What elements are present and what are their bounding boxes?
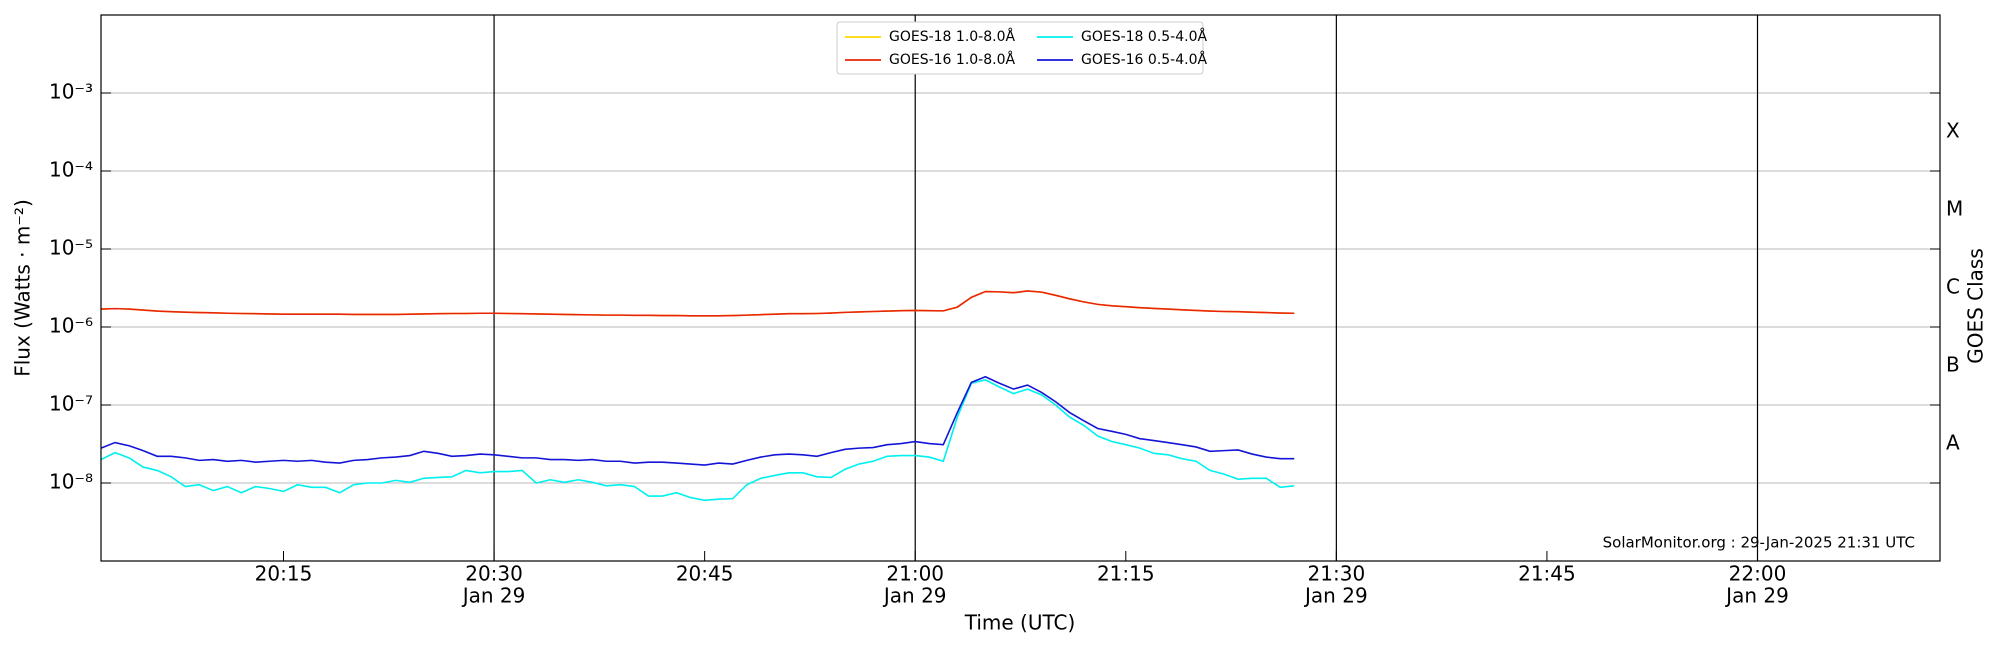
plot-frame [100, 14, 1941, 562]
legend-label: GOES-16 0.5-4.0Å [1081, 51, 1207, 68]
legend: GOES-18 1.0-8.0Å GOES-16 1.0-8.0Å GOES-18 … [836, 21, 1207, 75]
series-line [100, 375, 1295, 466]
x-tick-label: 21:30 [1308, 562, 1366, 586]
y2-tick-label: X [1946, 119, 1960, 143]
y2-tick-label: A [1946, 431, 1960, 455]
y-tick-label: 10⁻⁵ [49, 236, 93, 260]
legend-box [836, 21, 1204, 75]
y-tick-label: 10⁻³ [49, 80, 93, 104]
y2-axis-label: GOES Class [1964, 248, 1988, 364]
x-tick-label: 20:15 [255, 562, 313, 586]
x-tick-label: 21:00 [886, 562, 944, 586]
y2-tick-label: B [1946, 353, 1960, 377]
annotation: SolarMonitor.org : 29-Jan-2025 21:31 UTC [1603, 534, 1915, 552]
x-tick-sublabel: Jan 29 [461, 584, 526, 608]
x-tick-label: 21:15 [1097, 562, 1155, 586]
x-tick-sublabel: Jan 29 [1303, 584, 1368, 608]
x-axis-label: Time (UTC) [964, 611, 1076, 635]
x-tick-sublabel: Jan 29 [1724, 584, 1789, 608]
y-tick-label: 10⁻⁷ [49, 392, 93, 416]
legend-label: GOES-18 1.0-8.0Å [889, 28, 1015, 45]
y-tick-label: 10⁻⁸ [49, 470, 93, 494]
series-line [100, 379, 1295, 502]
y-axis-label: Flux (Watts · m⁻²) [11, 199, 35, 377]
y2-tick-label: M [1946, 197, 1963, 221]
x-tick-label: 21:45 [1518, 562, 1576, 586]
x-tick-label: 20:30 [465, 562, 523, 586]
series-line [100, 290, 1295, 317]
x-tick-label: 20:45 [676, 562, 734, 586]
y-tick-label: 10⁻⁶ [49, 314, 93, 338]
x-tick-label: 22:00 [1729, 562, 1787, 586]
x-tick-sublabel: Jan 29 [882, 584, 947, 608]
legend-label: GOES-16 1.0-8.0Å [889, 51, 1015, 68]
legend-label: GOES-18 0.5-4.0Å [1081, 28, 1207, 45]
y2-tick-label: C [1946, 275, 1960, 299]
y-tick-label: 10⁻⁴ [49, 158, 93, 182]
